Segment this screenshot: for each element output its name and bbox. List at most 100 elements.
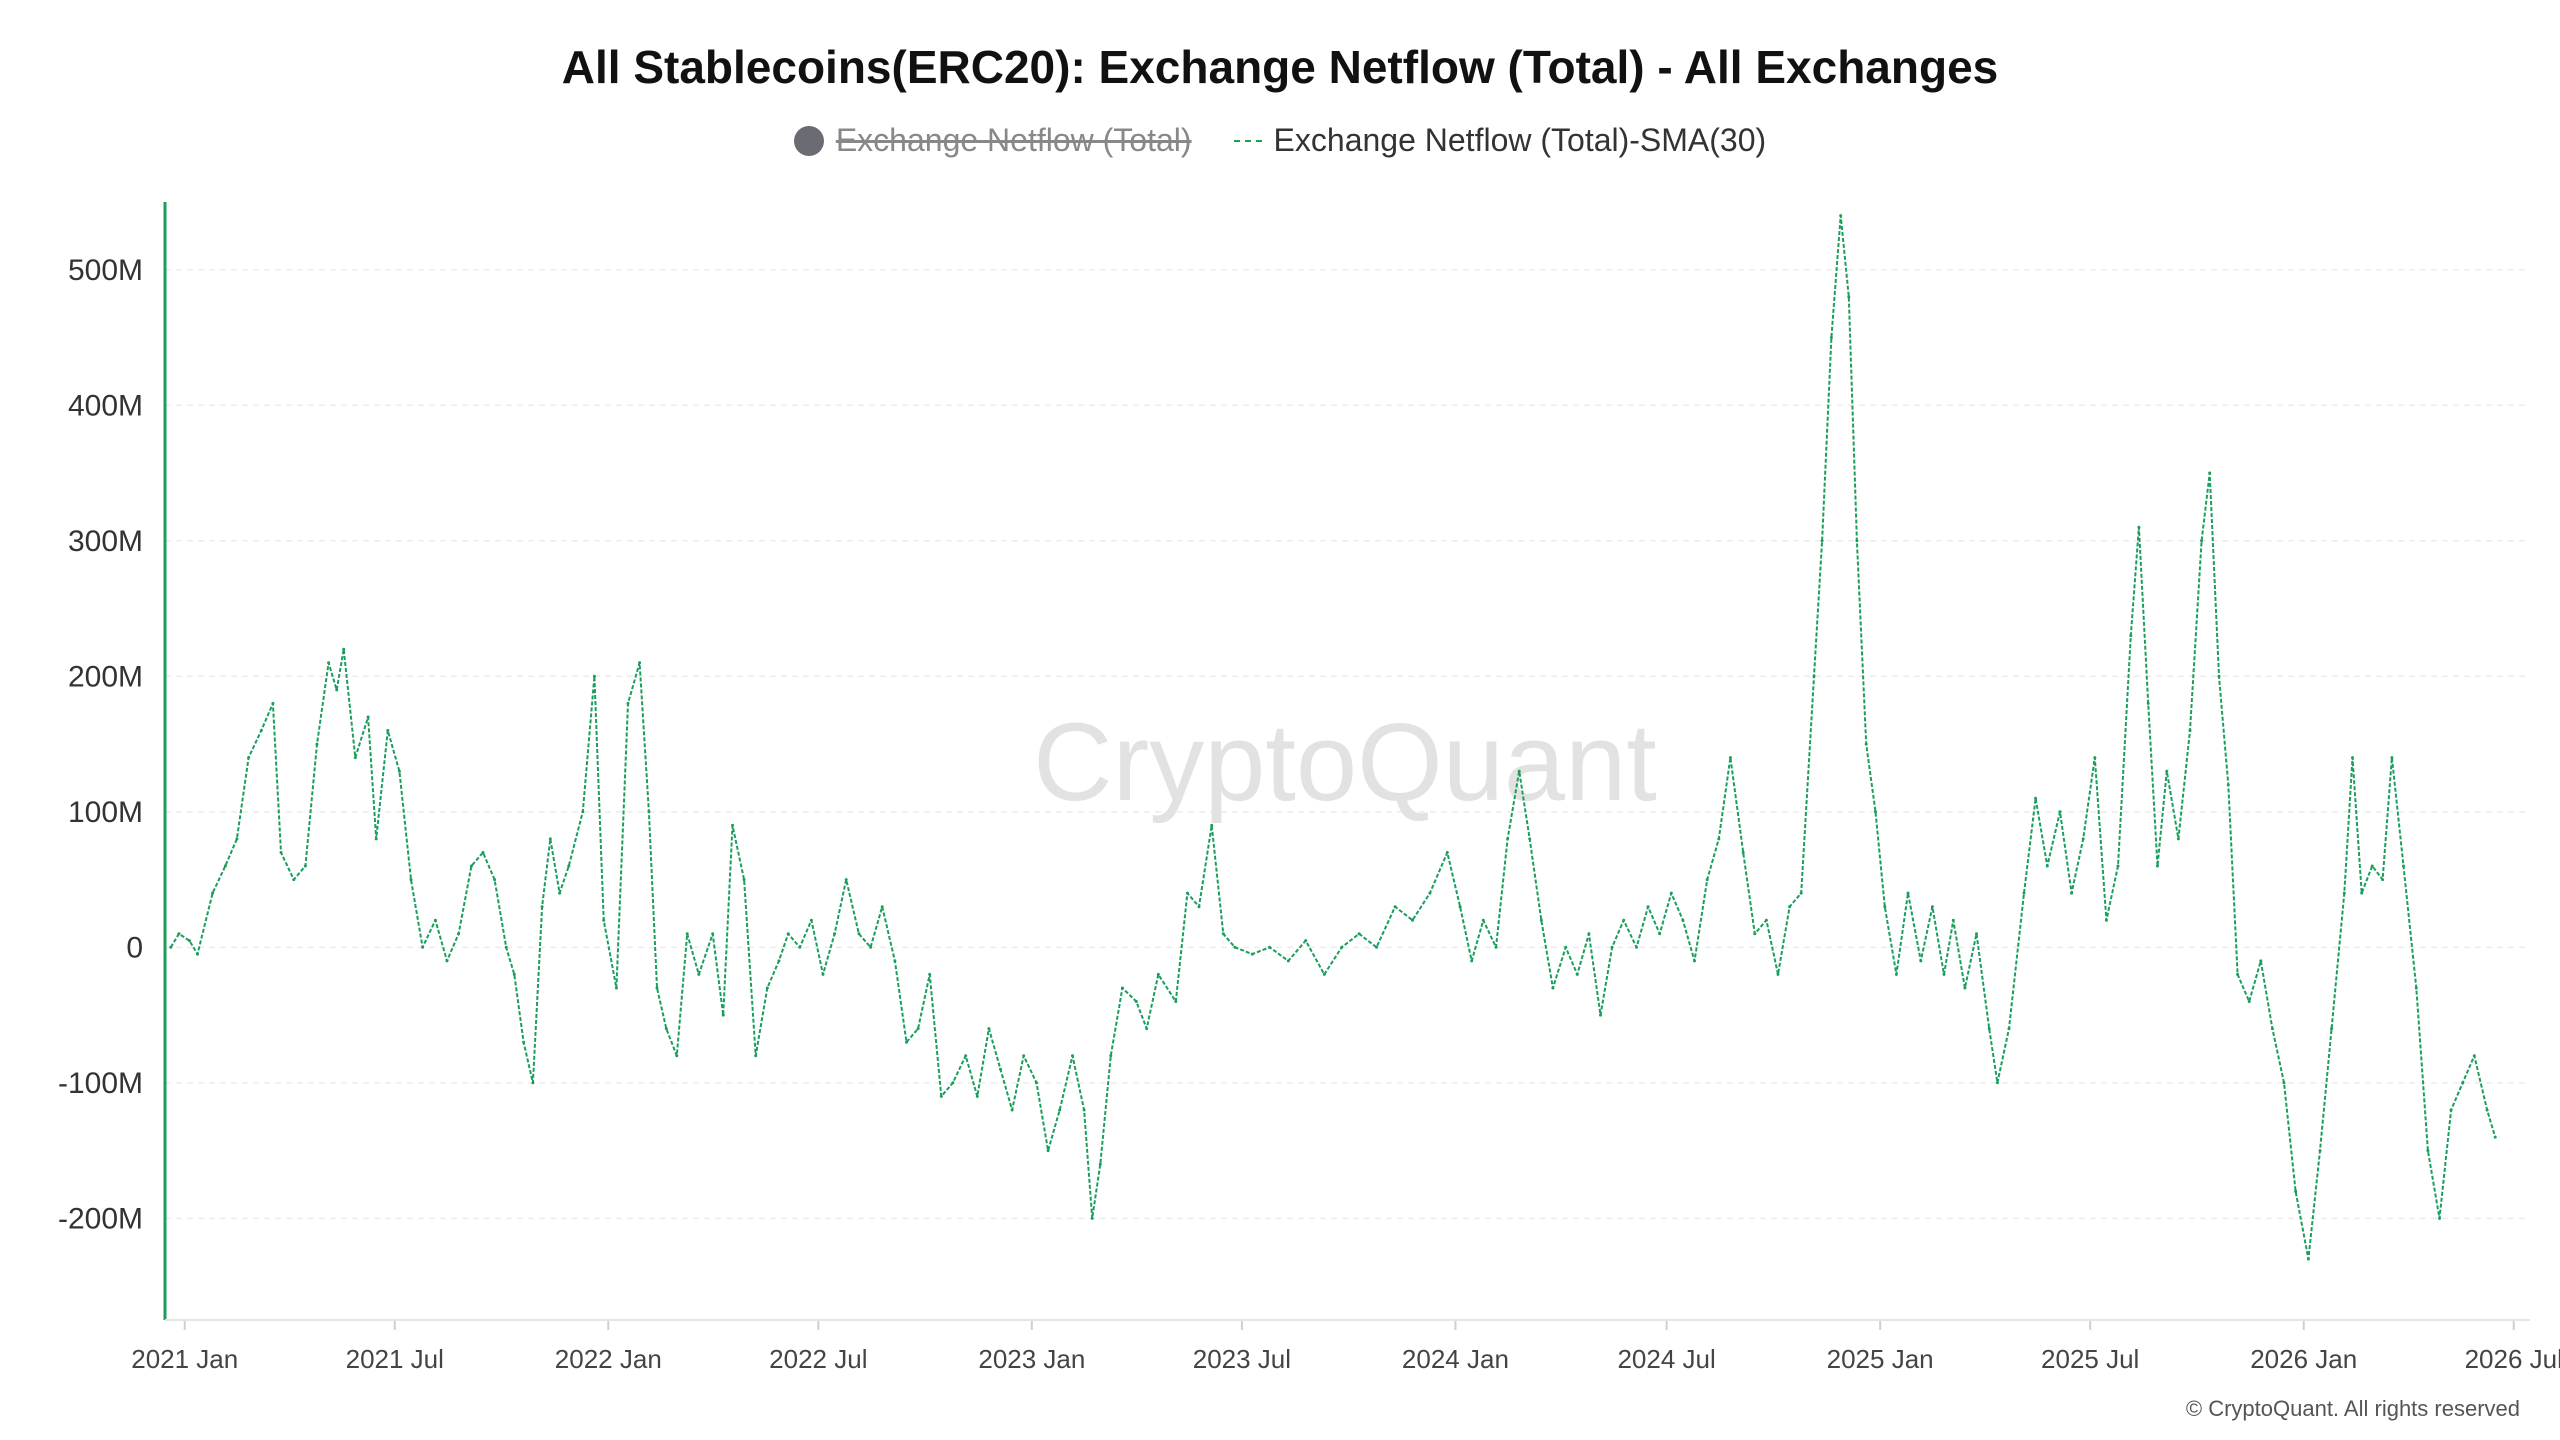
series-point <box>1874 810 1877 814</box>
series-point <box>614 986 618 990</box>
series-point <box>279 851 283 854</box>
series-point <box>1506 837 1510 841</box>
series-point <box>1829 336 1833 339</box>
series-point <box>2351 756 2354 760</box>
y-tick-label: 100M <box>68 796 143 829</box>
series-point <box>1098 1162 1102 1166</box>
y-tick-label: -100M <box>58 1067 143 1100</box>
series-point <box>1622 918 1626 922</box>
series-point <box>1517 769 1521 773</box>
series-point <box>2438 1216 2441 1220</box>
series-point <box>1864 742 1868 746</box>
series-point <box>374 837 378 841</box>
series-point <box>880 905 884 909</box>
series-point <box>2390 756 2394 760</box>
series-point <box>833 932 837 936</box>
series-point <box>2294 1189 2298 1193</box>
series-point <box>1134 1000 1138 1003</box>
series-point <box>493 878 497 882</box>
series-point <box>2449 1108 2453 1112</box>
y-tick-label: 400M <box>68 389 143 422</box>
x-tick-label: 2021 Jan <box>131 1344 238 1374</box>
series-point <box>675 1054 679 1058</box>
series-point <box>457 932 461 936</box>
series-point <box>916 1027 920 1031</box>
y-tick-label: 300M <box>68 525 143 558</box>
series-point <box>1753 932 1757 936</box>
series-point <box>2176 837 2180 841</box>
series-point <box>2022 891 2026 895</box>
series-point <box>647 810 651 814</box>
series-point <box>1375 945 1378 949</box>
series-point <box>2156 864 2159 868</box>
series-point <box>1174 1000 1178 1003</box>
series-point <box>1210 823 1214 827</box>
series-point <box>2200 539 2204 543</box>
series-point <box>2146 701 2150 705</box>
series-point <box>685 932 689 936</box>
series-point <box>1919 959 1923 963</box>
y-tick-label: 500M <box>68 254 143 287</box>
series-point <box>2426 1149 2430 1153</box>
y-tick-label: -200M <box>58 1202 143 1235</box>
series-point <box>1071 1054 1074 1058</box>
series-point <box>2485 1108 2489 1112</box>
series-point <box>893 959 897 963</box>
series-point <box>2217 674 2221 678</box>
series-point <box>742 878 746 882</box>
series-point <box>844 878 848 882</box>
series-point <box>1393 905 1397 909</box>
legend-item-sma30[interactable]: Exchange Netflow (Total)-SMA(30) <box>1233 122 1766 159</box>
legend: Exchange Netflow (Total) Exchange Netflo… <box>0 122 2560 159</box>
series-point <box>1963 986 1967 990</box>
series-point <box>1587 932 1591 936</box>
series-point <box>1717 837 1721 841</box>
series-point <box>2188 729 2192 732</box>
series-point <box>335 688 339 692</box>
y-axis-ticks: -200M -100M 0 100M 200M 300M 400M 500M <box>58 254 143 1236</box>
series-point <box>1788 905 1792 909</box>
series-point <box>1741 851 1745 854</box>
series-point <box>1658 932 1662 936</box>
series-point <box>1883 905 1887 909</box>
series-point <box>1250 952 1254 956</box>
series-point <box>2236 972 2240 976</box>
series-point <box>2370 864 2374 868</box>
series-point <box>1575 972 1579 976</box>
series-point <box>1942 972 1946 976</box>
series-point <box>187 939 191 943</box>
legend-item-netflow[interactable]: Exchange Netflow (Total) <box>793 122 1192 159</box>
series-point <box>567 864 571 868</box>
x-tick-label: 2025 Jul <box>2041 1344 2139 1374</box>
series-point <box>2259 959 2263 963</box>
watermark: CryptoQuant <box>1033 701 1657 824</box>
series-point <box>2208 471 2212 475</box>
series-point <box>522 1040 526 1044</box>
series-point <box>1458 905 1462 909</box>
series-point <box>798 945 802 949</box>
series-point <box>433 918 437 922</box>
series-point <box>1812 674 1816 678</box>
series-point <box>481 851 485 854</box>
x-tick-label: 2025 Jan <box>1827 1344 1934 1374</box>
series-point <box>445 959 449 963</box>
series-point <box>2137 525 2141 529</box>
series-point <box>1494 945 1498 949</box>
copyright-notice: © CryptoQuant. All rights reserved <box>2185 1396 2520 1421</box>
series-point <box>386 729 390 732</box>
series-point <box>1481 918 1485 922</box>
series-point <box>664 1027 668 1031</box>
chart-title: All Stablecoins(ERC20): Exchange Netflow… <box>561 41 1999 93</box>
series-point <box>1799 891 1803 895</box>
series-point <box>987 1027 991 1031</box>
series-point <box>1539 918 1543 922</box>
series-point <box>964 1054 968 1058</box>
series-point <box>2104 918 2108 922</box>
series-point <box>2093 756 2097 760</box>
series-point <box>211 891 215 895</box>
series-layer <box>169 214 2497 1261</box>
series-point <box>869 945 873 949</box>
series-point <box>397 769 401 773</box>
series-point <box>1776 972 1780 976</box>
